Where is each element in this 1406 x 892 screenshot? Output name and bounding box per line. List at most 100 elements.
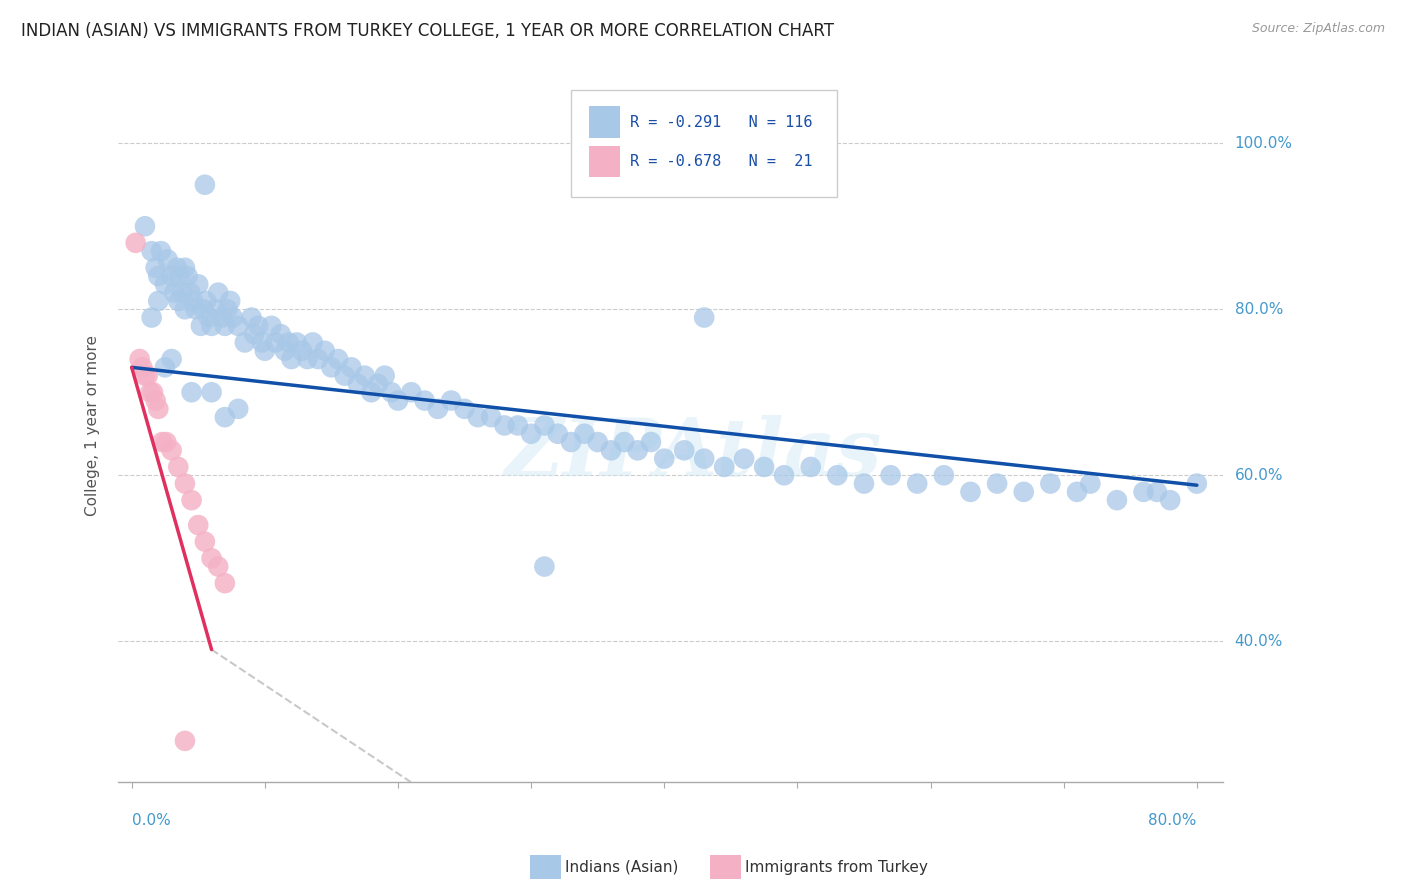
Point: [380, 385, 402, 400]
Point: [153, 277, 176, 292]
Point: [652, 451, 675, 466]
Point: [1012, 484, 1035, 499]
Point: [153, 360, 176, 375]
Text: Indians (Asian): Indians (Asian): [565, 860, 679, 874]
Point: [297, 352, 319, 367]
Point: [285, 335, 308, 350]
Point: [207, 559, 229, 574]
Point: [226, 318, 249, 333]
Point: [155, 435, 177, 450]
Point: [141, 244, 163, 259]
Point: [693, 310, 716, 325]
Point: [247, 318, 270, 333]
Text: R = -0.678   N =  21: R = -0.678 N = 21: [630, 153, 813, 169]
Point: [190, 318, 212, 333]
Point: [124, 235, 146, 250]
Point: [233, 335, 256, 350]
Point: [194, 178, 217, 192]
Point: [852, 476, 875, 491]
Point: [195, 293, 218, 308]
Point: [1132, 484, 1154, 499]
Point: [277, 335, 299, 350]
Point: [160, 268, 183, 283]
Point: [131, 360, 153, 375]
Point: [176, 268, 198, 283]
Point: [181, 293, 204, 308]
Point: [166, 260, 188, 275]
Point: [586, 435, 609, 450]
Text: 40.0%: 40.0%: [1234, 634, 1282, 648]
Point: [333, 368, 356, 383]
Point: [156, 252, 179, 267]
Point: [506, 418, 529, 433]
Point: [219, 293, 242, 308]
Point: [136, 368, 159, 383]
Point: [733, 451, 755, 466]
Point: [134, 219, 156, 234]
Point: [413, 393, 436, 408]
Point: [174, 302, 197, 317]
Point: [533, 418, 555, 433]
Point: [264, 335, 287, 350]
Point: [174, 734, 197, 748]
Point: [494, 418, 516, 433]
Point: [800, 459, 823, 474]
Point: [533, 559, 555, 574]
Point: [520, 426, 543, 441]
Point: [243, 327, 266, 342]
Point: [204, 302, 226, 317]
Point: [172, 285, 194, 300]
Point: [440, 393, 463, 408]
Point: [693, 451, 716, 466]
Point: [340, 360, 363, 375]
Point: [274, 343, 297, 358]
Point: [222, 310, 245, 325]
Point: [193, 302, 215, 317]
Text: 0.0%: 0.0%: [132, 813, 170, 828]
Point: [986, 476, 1008, 491]
Point: [932, 468, 955, 483]
Point: [367, 376, 389, 391]
Point: [150, 435, 173, 450]
Point: [547, 426, 569, 441]
Point: [600, 443, 623, 458]
Point: [479, 410, 502, 425]
Point: [353, 368, 375, 383]
Point: [145, 260, 167, 275]
Point: [280, 352, 302, 367]
Point: [142, 385, 165, 400]
Point: [187, 277, 209, 292]
Point: [905, 476, 928, 491]
Point: [827, 468, 849, 483]
Point: [326, 352, 349, 367]
Point: [214, 318, 236, 333]
Point: [321, 360, 343, 375]
Point: [200, 551, 222, 566]
Point: [291, 343, 314, 358]
Text: INDIAN (ASIAN) VS IMMIGRANTS FROM TURKEY COLLEGE, 1 YEAR OR MORE CORRELATION CHA: INDIAN (ASIAN) VS IMMIGRANTS FROM TURKEY…: [21, 22, 834, 40]
Point: [200, 385, 222, 400]
Point: [627, 443, 650, 458]
Text: R = -0.291   N = 116: R = -0.291 N = 116: [630, 114, 813, 129]
Point: [1146, 484, 1168, 499]
Point: [163, 285, 186, 300]
Text: 60.0%: 60.0%: [1234, 467, 1284, 483]
Point: [1105, 493, 1128, 508]
Point: [1185, 476, 1208, 491]
Point: [194, 534, 217, 549]
Point: [260, 318, 283, 333]
Point: [613, 435, 636, 450]
Point: [134, 368, 156, 383]
FancyBboxPatch shape: [589, 145, 620, 177]
Point: [207, 285, 229, 300]
Point: [879, 468, 901, 483]
Text: 80.0%: 80.0%: [1149, 813, 1197, 828]
Point: [148, 293, 170, 308]
Text: Source: ZipAtlas.com: Source: ZipAtlas.com: [1251, 22, 1385, 36]
Point: [713, 459, 735, 474]
Point: [198, 310, 221, 325]
Point: [426, 401, 449, 416]
FancyBboxPatch shape: [571, 90, 837, 197]
Point: [200, 318, 222, 333]
Point: [180, 493, 202, 508]
